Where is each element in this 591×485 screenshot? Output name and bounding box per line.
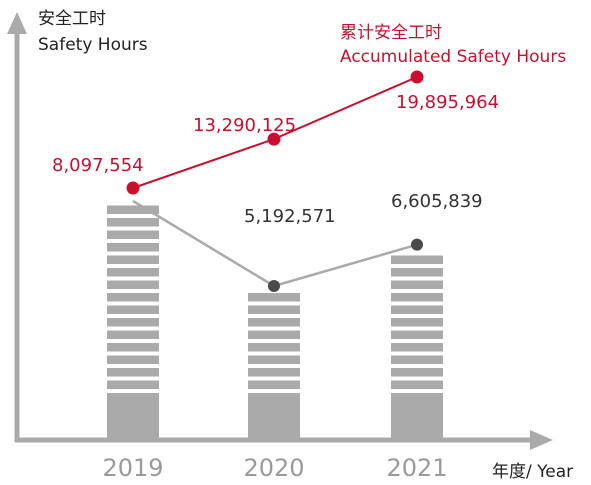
acc-point-2021 <box>410 70 424 84</box>
legend-title-cn: 累计安全工时 <box>340 23 442 43</box>
x-axis-title: 年度/ Year <box>492 462 573 482</box>
x-tick-label-2020: 2020 <box>243 454 304 482</box>
x-tick-label-2021: 2021 <box>386 454 447 482</box>
bar-2021 <box>391 255 443 440</box>
acc-data-label-2020: 13,290,125 <box>193 115 296 136</box>
point-2021 <box>411 238 423 251</box>
y-axis-title-en: Safety Hours <box>38 35 148 55</box>
data-label-2021: 6,605,839 <box>391 191 483 212</box>
points-group <box>126 70 424 293</box>
bar-2020 <box>248 293 300 440</box>
acc-point-2019 <box>126 181 140 195</box>
y-axis-title-cn: 安全工时 <box>38 9 106 29</box>
bars-group <box>107 205 443 440</box>
acc-data-label-2021: 19,895,964 <box>396 92 499 113</box>
y-axis-arrow-icon <box>7 12 27 34</box>
acc-data-label-2019: 8,097,554 <box>52 155 144 176</box>
legend-title-en: Accumulated Safety Hours <box>340 47 566 67</box>
data-label-2020: 5,192,571 <box>244 206 336 227</box>
x-axis-arrow-icon <box>530 430 553 450</box>
point-2020 <box>268 280 280 293</box>
x-tick-label-2019: 2019 <box>102 454 163 482</box>
acc-point-2020 <box>267 132 281 146</box>
bar-2019 <box>107 205 159 440</box>
